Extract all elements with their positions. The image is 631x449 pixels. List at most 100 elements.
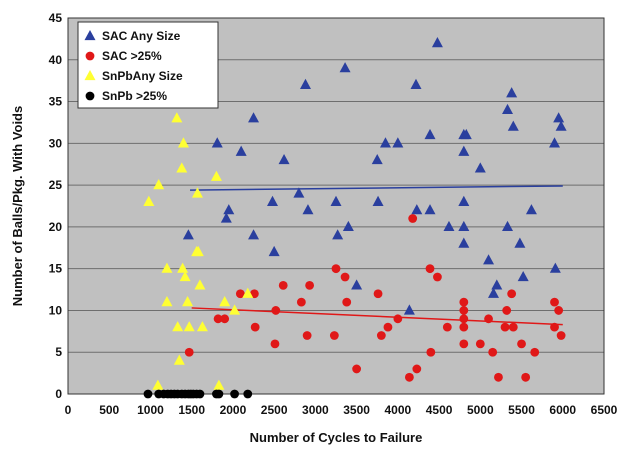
data-point	[442, 322, 452, 332]
y-axis-label: Number of Balls/Pkg. With Voids	[10, 106, 25, 306]
data-point	[213, 314, 223, 324]
data-point	[270, 339, 280, 349]
data-point	[267, 195, 279, 206]
data-point	[502, 220, 514, 232]
x-tick-label: 500	[99, 403, 119, 417]
data-point	[143, 389, 153, 399]
data-point	[458, 195, 470, 206]
data-point	[171, 112, 183, 123]
trendlines	[190, 185, 563, 326]
data-point	[220, 212, 232, 223]
data-point	[352, 364, 362, 374]
data-point	[458, 237, 470, 248]
data-point	[475, 339, 485, 349]
data-point	[161, 296, 173, 307]
data-point	[332, 229, 344, 240]
data-point	[550, 297, 559, 307]
legend-label: SnPbAny Size	[102, 69, 183, 83]
data-point	[404, 372, 414, 382]
data-point	[556, 331, 566, 340]
x-tick-label: 6500	[591, 403, 618, 417]
data-point	[340, 272, 350, 282]
x-tick-label: 6000	[549, 403, 576, 417]
data-point	[177, 137, 189, 148]
data-point	[553, 112, 565, 123]
data-point	[214, 389, 224, 399]
data-point	[143, 195, 155, 206]
legend-marker	[85, 51, 95, 61]
data-point	[459, 306, 469, 315]
data-point	[494, 372, 503, 382]
data-point	[517, 270, 529, 282]
y-tick-label: 20	[49, 220, 63, 234]
data-point	[484, 314, 493, 324]
trendline	[191, 307, 563, 326]
x-tick-label: 1500	[178, 403, 205, 417]
data-point	[192, 245, 204, 257]
y-tick-label: 15	[49, 262, 63, 276]
data-point	[213, 379, 225, 390]
data-point	[525, 204, 537, 215]
data-point	[458, 145, 470, 156]
data-point	[483, 254, 495, 265]
data-point	[459, 322, 469, 332]
data-point	[373, 289, 383, 299]
data-point	[293, 187, 305, 198]
data-point	[278, 153, 290, 165]
x-tick-label: 4500	[426, 403, 453, 417]
data-point	[179, 270, 191, 282]
x-tick-labels: 0 500 1000 1500 2000 2500 3000 3500 4000 4500 5000…	[65, 403, 618, 417]
data-point	[431, 37, 443, 48]
x-tick-label: 2500	[261, 403, 288, 417]
y-tick-label: 5	[55, 345, 62, 359]
data-point	[329, 331, 339, 340]
data-point	[210, 170, 222, 181]
y-tick-label: 30	[49, 136, 63, 150]
data-point	[195, 389, 205, 399]
data-point	[403, 304, 415, 315]
data-point	[278, 280, 288, 290]
data-point	[268, 245, 280, 257]
data-point	[459, 339, 469, 349]
data-point	[424, 128, 436, 140]
data-point	[339, 62, 351, 73]
x-tick-label: 2000	[220, 403, 247, 417]
data-point	[488, 347, 498, 357]
data-point	[443, 220, 455, 232]
data-point	[223, 204, 235, 215]
data-point	[555, 120, 567, 131]
data-point	[153, 179, 165, 190]
legend-box	[77, 21, 219, 109]
data-point	[173, 354, 185, 365]
data-point	[299, 78, 311, 89]
data-point	[191, 187, 203, 198]
data-point	[235, 145, 247, 156]
data-point	[502, 103, 514, 115]
data-point	[411, 204, 423, 215]
y-tick-label: 45	[49, 11, 63, 25]
data-point	[182, 229, 194, 240]
data-point	[549, 262, 561, 273]
data-point	[271, 306, 281, 315]
data-point	[302, 331, 312, 340]
data-point	[211, 137, 223, 148]
x-tick-label: 5000	[467, 403, 494, 417]
data-point	[176, 162, 188, 173]
data-point	[410, 78, 422, 89]
data-point	[342, 220, 354, 232]
data-point	[506, 87, 518, 98]
data-point	[549, 137, 561, 148]
data-point	[152, 379, 164, 390]
data-point	[230, 389, 239, 399]
data-point	[248, 112, 260, 123]
data-point	[302, 204, 314, 215]
legend: SAC Any Size SAC >25% SnPbAny Size SnPb >25…	[77, 21, 219, 109]
data-point	[296, 297, 306, 307]
data-point	[235, 289, 245, 299]
data-point	[379, 137, 391, 148]
x-tick-label: 0	[65, 403, 72, 417]
legend-marker	[84, 69, 96, 81]
data-point	[250, 322, 260, 332]
data-point	[433, 272, 442, 282]
data-point	[196, 321, 208, 332]
